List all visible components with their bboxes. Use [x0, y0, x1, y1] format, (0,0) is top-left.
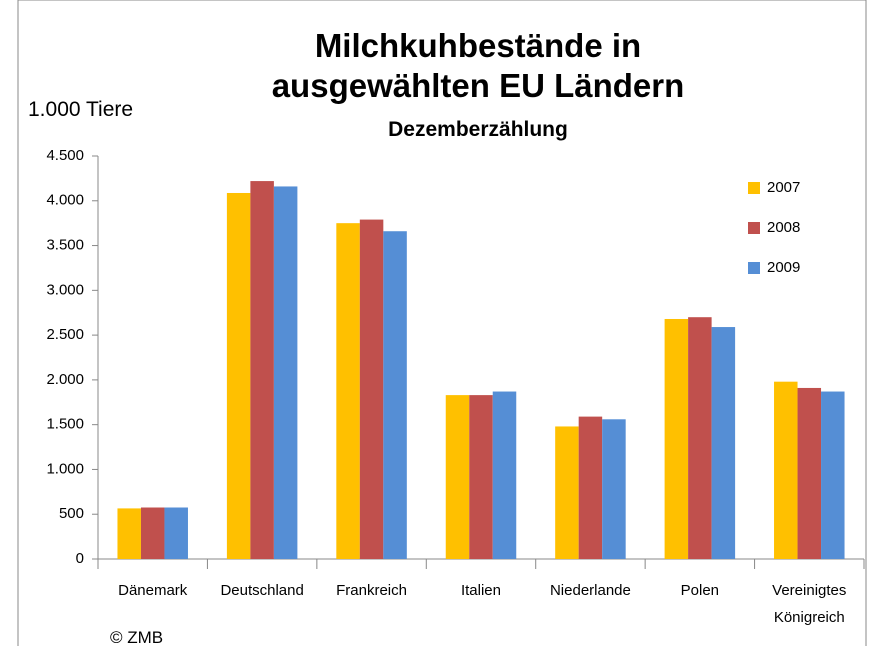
- bar: [336, 223, 360, 559]
- x-tick-label: Italien: [460, 582, 501, 599]
- y-tick-label: 4.000: [46, 192, 84, 209]
- bar: [359, 219, 384, 559]
- bar: [250, 181, 274, 559]
- y-tick-label: 4.500: [46, 147, 84, 164]
- x-tick-label: Vereinigtes Königreich: [772, 582, 847, 626]
- y-tick-label: 1.500: [46, 416, 84, 433]
- x-tick-label: Niederlande: [549, 582, 631, 599]
- bar: [117, 508, 141, 559]
- bar: [797, 387, 822, 559]
- y-axis-label: 1.000 Tiere: [28, 98, 134, 121]
- bar: [383, 231, 407, 559]
- bar: [711, 327, 736, 559]
- bar: [469, 395, 493, 559]
- bar: [688, 317, 712, 559]
- legend-label: 2009: [767, 259, 800, 276]
- y-tick-label: 3.000: [46, 281, 84, 298]
- bar: [602, 419, 626, 559]
- y-tick-label: 2.000: [46, 371, 84, 388]
- bar: [164, 507, 188, 559]
- bar: [774, 381, 798, 559]
- bar: [664, 318, 689, 559]
- bar: [445, 395, 470, 559]
- bar: [492, 391, 517, 559]
- x-tick-label: Frankreich: [336, 582, 407, 599]
- bar: [555, 426, 579, 559]
- legend-label: 2007: [767, 179, 800, 196]
- y-tick-label: 2.500: [46, 326, 84, 343]
- legend-swatch: [748, 262, 760, 274]
- y-tick-label: 0: [76, 550, 84, 567]
- annotation: © ZMB: [110, 628, 164, 646]
- bar: [273, 186, 298, 559]
- bar: [578, 416, 603, 559]
- y-tick-label: 500: [59, 505, 84, 522]
- x-tick-label: Dänemark: [118, 582, 188, 599]
- legend-label: 2008: [767, 219, 800, 236]
- x-tick-label: Polen: [680, 582, 720, 599]
- bar: [140, 507, 165, 559]
- bar: [226, 192, 251, 559]
- legend-swatch: [748, 222, 760, 234]
- y-tick-label: 1.000: [46, 460, 84, 477]
- bar: [821, 391, 845, 559]
- chart-subtitle: Dezemberzählung: [388, 118, 568, 141]
- legend-swatch: [748, 182, 760, 194]
- x-tick-label: Deutschland: [220, 582, 304, 599]
- chart-title: Milchkuhbestände in ausgewählten EU Länd…: [271, 27, 685, 104]
- y-tick-label: 3.500: [46, 237, 84, 254]
